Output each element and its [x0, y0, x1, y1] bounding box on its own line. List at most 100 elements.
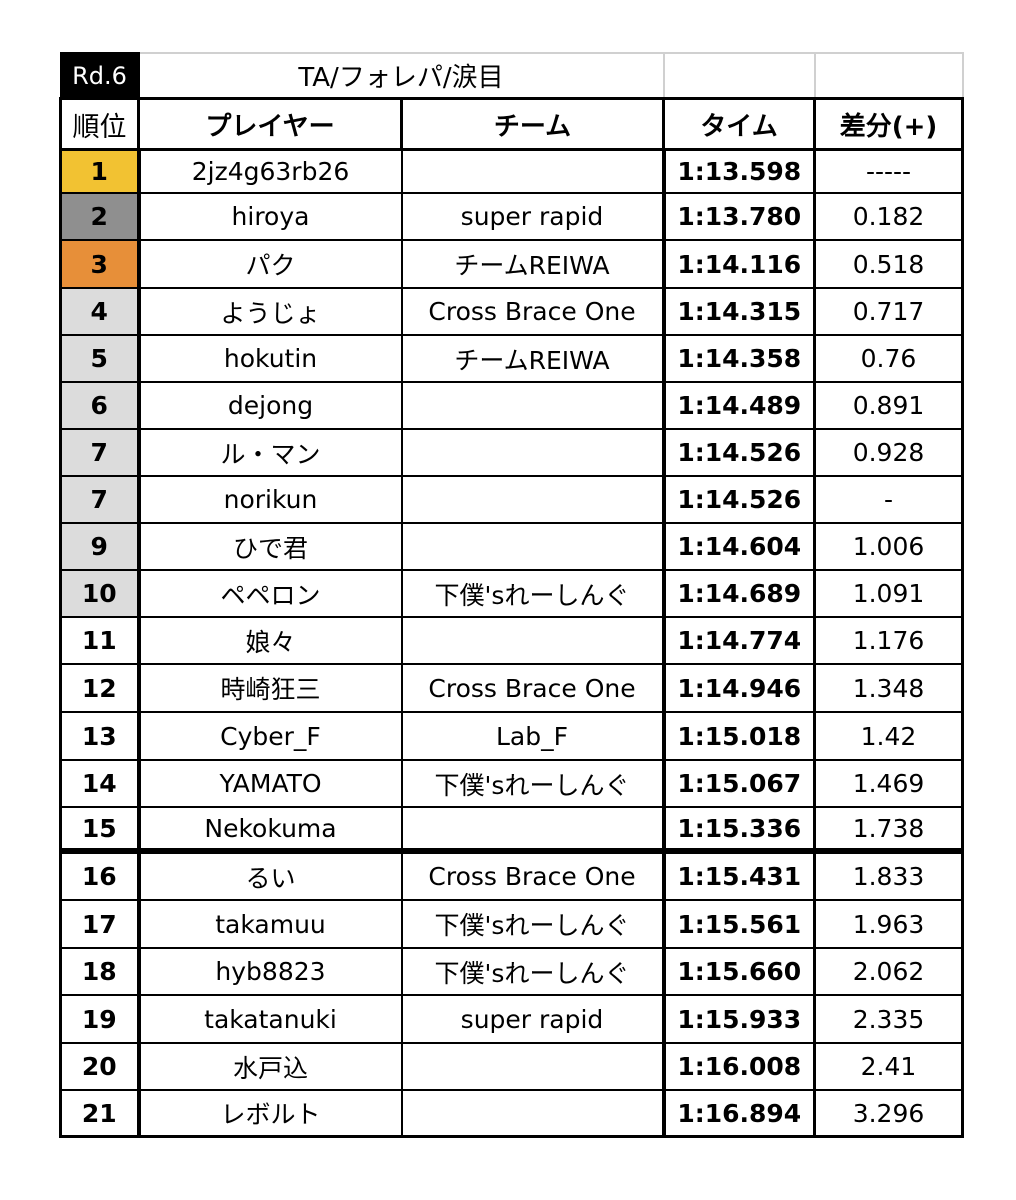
player-cell: hiroya — [137, 192, 403, 241]
time-cell: 1:14.315 — [661, 287, 816, 336]
diff-cell: 0.182 — [813, 192, 964, 241]
rank-cell: 7 — [59, 475, 141, 524]
team-cell: 下僕'sれーしんぐ — [400, 899, 665, 949]
time-cell: 1:15.660 — [661, 947, 816, 996]
player-cell: レボルト — [137, 1089, 403, 1138]
team-cell: 下僕'sれーしんぐ — [400, 569, 665, 618]
rank-cell: 6 — [59, 381, 141, 430]
rank-cell: 1 — [59, 148, 141, 194]
team-cell: Cross Brace One — [400, 287, 665, 336]
time-cell: 1:14.116 — [661, 239, 816, 289]
table-row: 16 るい Cross Brace One 1:15.431 1.833 — [59, 850, 964, 901]
rank-cell: 2 — [59, 192, 141, 241]
diff-cell: ----- — [813, 148, 964, 194]
diff-cell: 1.833 — [813, 850, 964, 901]
team-cell: super rapid — [400, 192, 665, 241]
team-cell: Cross Brace One — [400, 850, 665, 901]
table-row: 14 YAMATO 下僕'sれーしんぐ 1:15.067 1.469 — [59, 759, 964, 808]
player-cell: takatanuki — [137, 994, 403, 1044]
time-cell: 1:13.598 — [661, 148, 816, 194]
team-cell — [400, 475, 665, 524]
team-cell — [400, 522, 665, 571]
title-row: Rd.6 TA/フォレパ/涙目 — [59, 52, 964, 100]
rank-cell: 9 — [59, 522, 141, 571]
diff-cell: 1.176 — [813, 616, 964, 665]
table-row: 12 時崎狂三 Cross Brace One 1:14.946 1.348 — [59, 663, 964, 713]
table-row: 1 2jz4g63rb26 1:13.598 ----- — [59, 148, 964, 194]
team-cell: Cross Brace One — [400, 663, 665, 713]
team-cell — [400, 616, 665, 665]
rank-cell: 5 — [59, 334, 141, 383]
header-rank: 順位 — [59, 97, 140, 151]
team-cell: Lab_F — [400, 711, 665, 761]
rank-cell: 21 — [59, 1089, 141, 1138]
table-row: 20 水戸込 1:16.008 2.41 — [59, 1042, 964, 1091]
results-body: Rd.6 TA/フォレパ/涙目 順位 プレイヤー チーム タイム 差分(+) 1… — [59, 52, 964, 1138]
diff-cell: 1.091 — [813, 569, 964, 618]
time-cell: 1:15.561 — [661, 899, 816, 949]
player-cell: ル・マン — [137, 428, 403, 477]
player-cell: hokutin — [137, 334, 403, 383]
time-cell: 1:13.780 — [661, 192, 816, 241]
time-cell: 1:14.358 — [661, 334, 816, 383]
diff-cell: 1.738 — [813, 806, 964, 854]
time-cell: 1:15.431 — [661, 850, 816, 901]
diff-cell: 1.006 — [813, 522, 964, 571]
round-label: Rd.6 — [59, 52, 140, 100]
diff-cell: 2.335 — [813, 994, 964, 1044]
time-cell: 1:14.946 — [661, 663, 816, 713]
table-row: 7 ル・マン 1:14.526 0.928 — [59, 428, 964, 477]
table-row: 9 ひで君 1:14.604 1.006 — [59, 522, 964, 571]
player-cell: 時崎狂三 — [137, 663, 403, 713]
title-empty-cell — [813, 52, 964, 100]
player-cell: 娘々 — [137, 616, 403, 665]
rank-cell: 14 — [59, 759, 141, 808]
diff-cell: 0.891 — [813, 381, 964, 430]
rank-cell: 4 — [59, 287, 141, 336]
time-cell: 1:14.774 — [661, 616, 816, 665]
diff-cell: - — [813, 475, 964, 524]
header-time: タイム — [662, 97, 816, 151]
time-cell: 1:14.604 — [661, 522, 816, 571]
title-empty-cell — [662, 52, 816, 100]
header-team: チーム — [400, 97, 665, 151]
table-row: 10 ペペロン 下僕'sれーしんぐ 1:14.689 1.091 — [59, 569, 964, 618]
team-cell: チームREIWA — [400, 239, 665, 289]
time-cell: 1:16.894 — [661, 1089, 816, 1138]
time-cell: 1:14.689 — [661, 569, 816, 618]
time-cell: 1:14.526 — [661, 475, 816, 524]
diff-cell: 2.41 — [813, 1042, 964, 1091]
player-cell: ペペロン — [137, 569, 403, 618]
rank-cell: 10 — [59, 569, 141, 618]
player-cell: ようじょ — [137, 287, 403, 336]
team-cell — [400, 148, 665, 194]
player-cell: takamuu — [137, 899, 403, 949]
player-cell: Nekokuma — [137, 806, 403, 854]
diff-cell: 1.42 — [813, 711, 964, 761]
diff-cell: 1.963 — [813, 899, 964, 949]
diff-cell: 2.062 — [813, 947, 964, 996]
rank-cell: 16 — [59, 850, 141, 901]
rank-cell: 19 — [59, 994, 141, 1044]
time-cell: 1:14.489 — [661, 381, 816, 430]
rank-cell: 17 — [59, 899, 141, 949]
header-row: 順位 プレイヤー チーム タイム 差分(+) — [59, 97, 964, 151]
table-row: 2 hiroya super rapid 1:13.780 0.182 — [59, 192, 964, 241]
rank-cell: 13 — [59, 711, 141, 761]
header-player: プレイヤー — [137, 97, 403, 151]
team-cell — [400, 428, 665, 477]
header-diff: 差分(+) — [813, 97, 964, 151]
team-cell — [400, 381, 665, 430]
rank-cell: 7 — [59, 428, 141, 477]
player-cell: るい — [137, 850, 403, 901]
rank-cell: 15 — [59, 806, 141, 854]
player-cell: dejong — [137, 381, 403, 430]
team-cell: 下僕'sれーしんぐ — [400, 759, 665, 808]
rank-cell: 20 — [59, 1042, 141, 1091]
team-cell: 下僕'sれーしんぐ — [400, 947, 665, 996]
player-cell: YAMATO — [137, 759, 403, 808]
table-row: 19 takatanuki super rapid 1:15.933 2.335 — [59, 994, 964, 1044]
team-cell — [400, 1089, 665, 1138]
player-cell: 水戸込 — [137, 1042, 403, 1091]
rank-cell: 3 — [59, 239, 141, 289]
